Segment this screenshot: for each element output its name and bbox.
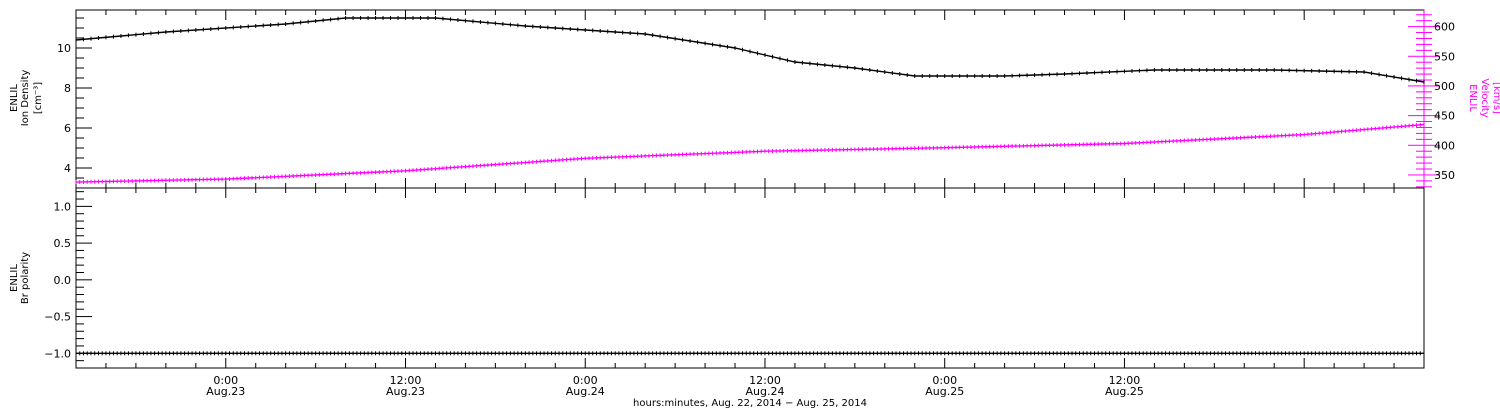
x-tick-label-time: 12:00 — [749, 374, 781, 387]
x-tick-label-time: 12:00 — [1109, 374, 1141, 387]
x-tick-label-date: Aug.25 — [1105, 385, 1144, 398]
velocity-axis-title-line1: ENLIL — [1467, 84, 1478, 112]
polarity-axis-tick-label: 0.0 — [54, 274, 72, 287]
density-axis-unit: [cm⁻³] — [33, 82, 44, 114]
x-tick-label-date: Aug.25 — [925, 385, 964, 398]
velocity-axis-tick-label: 500 — [1434, 80, 1455, 93]
x-tick-label-date: Aug.24 — [566, 385, 605, 398]
polarity-axis-title-line1: ENLIL — [9, 264, 20, 292]
velocity-axis-tick-label: 450 — [1434, 110, 1455, 123]
density-axis-tick-label: 4 — [64, 162, 71, 175]
polarity-panel: 0:00Aug.2312:00Aug.230:00Aug.2412:00Aug.… — [44, 187, 1425, 398]
velocity-axis-tick-label: 350 — [1434, 169, 1455, 182]
bottom-panel-frame — [75, 187, 1425, 369]
velocity-axis-unit: [km/s] — [1491, 82, 1500, 114]
x-tick-label-time: 0:00 — [932, 374, 957, 387]
x-tick-label-date: Aug.23 — [206, 385, 245, 398]
polarity-axis-tick-label: −0.5 — [44, 311, 71, 324]
density-axis-title-line1: ENLIL — [9, 84, 20, 112]
x-axis-title: hours:minutes, Aug. 22, 2014 − Aug. 25, … — [633, 398, 867, 409]
velocity-axis-tick-label: 550 — [1434, 50, 1455, 63]
density-axis-title-line2: Ion Density — [20, 70, 31, 127]
polarity-axis-tick-label: 1.0 — [54, 200, 72, 213]
x-tick-label-time: 12:00 — [390, 374, 422, 387]
polarity-axis-title-line2: Br polarity — [20, 252, 31, 304]
velocity-axis-tick-label: 600 — [1434, 21, 1455, 34]
x-tick-label-date: Aug.24 — [745, 385, 784, 398]
polarity-axis-tick-label: −1.0 — [44, 347, 71, 360]
density-axis-tick-label: 10 — [57, 42, 71, 55]
density-velocity-panel: 4 6 8 10 350 400 450 500 550 600 — [57, 9, 1455, 189]
polarity-axis-tick-label: 0.5 — [54, 237, 72, 250]
velocity-axis-title-line2: Velocity — [1479, 78, 1490, 117]
top-panel-frame — [75, 9, 1425, 189]
density-axis-tick-label: 8 — [64, 82, 71, 95]
density-axis-tick-label: 6 — [64, 122, 71, 135]
x-tick-label-time: 0:00 — [213, 374, 238, 387]
velocity-axis-tick-label: 400 — [1434, 139, 1455, 152]
x-tick-label-time: 0:00 — [573, 374, 598, 387]
x-tick-label-date: Aug.23 — [386, 385, 425, 398]
